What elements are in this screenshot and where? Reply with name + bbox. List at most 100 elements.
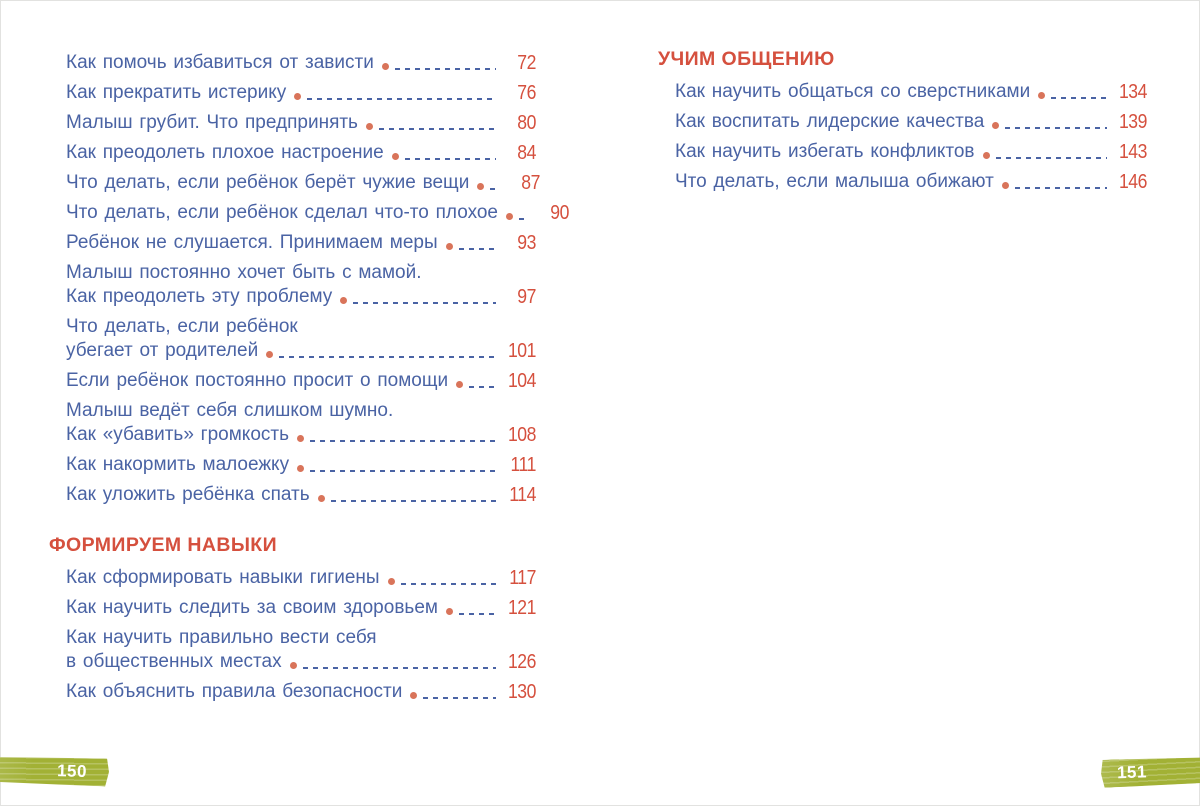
section-header: УЧИМ ОБЩЕНИЮ xyxy=(658,48,835,70)
toc-entry-line: убегает от родителей 101 xyxy=(66,339,536,363)
toc-page-number: 80 xyxy=(517,112,536,134)
toc-entry-line: Малыш постоянно хочет быть с мамой. xyxy=(66,261,536,285)
toc-entry-title: Как накормить малоежку xyxy=(66,454,290,475)
leader-dot-icon xyxy=(340,297,348,304)
leader-dot-icon xyxy=(317,495,325,502)
toc-entry-line: Как сформировать навыки гигиены 117 xyxy=(66,566,536,590)
toc-entry-line: Как преодолеть эту проблему 97 xyxy=(66,285,536,309)
toc-entry-title: Малыш постоянно хочет быть с мамой. xyxy=(66,262,422,283)
toc-entry-title: Как «убавить» громкость xyxy=(66,424,289,445)
toc-entry: Малыш грубит. Что предпринять 80 xyxy=(49,111,536,135)
toc-entry-title: Что делать, если малыша обижают xyxy=(675,171,994,192)
dotted-leader xyxy=(469,386,496,388)
toc-left-page: Как помочь избавиться от зависти 72 Как пр… xyxy=(49,51,569,710)
toc-entry-line: Что делать, если ребёнок сделал что-то п… xyxy=(66,201,569,225)
dotted-leader xyxy=(404,158,496,160)
dotted-leader xyxy=(995,157,1107,159)
leader-dot-icon xyxy=(506,213,514,220)
toc-section: УЧИМ ОБЩЕНИЮ Как научить общаться со свер… xyxy=(658,47,1147,194)
toc-page-number: 90 xyxy=(550,202,570,224)
toc-page-number: 114 xyxy=(509,484,536,506)
leader-dot-icon xyxy=(365,123,373,130)
toc-entry-line: Малыш ведёт себя слишком шумно. xyxy=(66,399,536,423)
dotted-leader xyxy=(1005,127,1107,129)
toc-section: ФОРМИРУЕМ НАВЫКИ Как сформировать навыки … xyxy=(49,533,536,704)
leader-dot-icon xyxy=(266,351,274,358)
toc-page-number: 104 xyxy=(507,370,536,392)
leader-dot-icon xyxy=(410,692,418,699)
leader-dot-icon xyxy=(992,122,1000,129)
dotted-leader xyxy=(1051,97,1107,99)
toc-entry: Как накормить малоежку 111 xyxy=(49,453,536,477)
page-number-label: 151 xyxy=(1116,762,1148,783)
toc-page-number: 139 xyxy=(1118,111,1147,133)
toc-page-number: 111 xyxy=(510,454,537,476)
dotted-leader xyxy=(279,356,496,358)
toc-entry-title: Ребёнок не слушается. Принимаем меры xyxy=(66,232,438,253)
toc-entry-line: Как прекратить истерику 76 xyxy=(66,81,536,105)
toc-page-number: 108 xyxy=(507,424,536,446)
toc-page-number: 101 xyxy=(507,340,536,362)
dotted-leader xyxy=(490,188,501,190)
toc-entry: Как сформировать навыки гигиены 117 xyxy=(49,566,536,590)
toc-entry-line: Как преодолеть плохое настроение 84 xyxy=(66,141,536,165)
toc-entry: Как прекратить истерику 76 xyxy=(49,81,536,105)
toc-entry-title: в общественных местах xyxy=(66,651,282,672)
toc-entry: Что делать, если ребёнок берёт чужие вещ… xyxy=(49,171,541,195)
toc-page-number: 121 xyxy=(507,597,536,619)
toc-entry: Что делать, если ребёнок убегает от родит… xyxy=(49,315,536,363)
toc-page-number: 146 xyxy=(1118,171,1147,193)
toc-entry: Как преодолеть плохое настроение 84 xyxy=(49,141,536,165)
toc-page-number: 76 xyxy=(517,82,536,104)
toc-page-number: 97 xyxy=(517,286,536,308)
toc-entry: Малыш постоянно хочет быть с мамой. Как п… xyxy=(49,261,536,309)
toc-entry-title: Что делать, если ребёнок xyxy=(66,316,298,337)
toc-entry-line: Как помочь избавиться от зависти 72 xyxy=(66,51,536,75)
toc-entry: Ребёнок не слушается. Принимаем меры 93 xyxy=(49,231,536,255)
toc-entry: Что делать, если ребёнок сделал что-то п… xyxy=(49,201,569,225)
toc-entry-title: Как объяснить правила безопасности xyxy=(66,681,403,702)
toc-entry: Как научить следить за своим здоровьем 12… xyxy=(49,596,536,620)
dotted-leader xyxy=(394,68,496,70)
toc-page-number: 117 xyxy=(509,567,536,589)
toc-entry: Как научить общаться со сверстниками 134 xyxy=(658,80,1147,104)
toc-entry-line: Что делать, если малыша обижают 146 xyxy=(675,170,1147,194)
toc-entry-line: Что делать, если ребёнок xyxy=(66,315,536,339)
leader-dot-icon xyxy=(1001,182,1009,189)
toc-entry: Как помочь избавиться от зависти 72 xyxy=(49,51,536,75)
toc-entry-line: Как уложить ребёнка спать 114 xyxy=(66,483,536,507)
toc-entry-line: Как научить избегать конфликтов 143 xyxy=(675,140,1147,164)
toc-entry: Если ребёнок постоянно просит о помощи 10… xyxy=(49,369,536,393)
dotted-leader xyxy=(1014,187,1107,189)
toc-entry-title: Как научить избегать конфликтов xyxy=(675,141,975,162)
toc-entry-title: Если ребёнок постоянно просит о помощи xyxy=(66,370,449,391)
toc-entry-title: Что делать, если ребёнок берёт чужие вещ… xyxy=(66,172,470,193)
toc-entry-title: Как научить правильно вести себя xyxy=(66,627,377,648)
toc-entry-title: Как помочь избавиться от зависти xyxy=(66,52,374,73)
page-number-label: 150 xyxy=(56,761,88,782)
toc-entry: Как объяснить правила безопасности 130 xyxy=(49,680,536,704)
toc-entry-title: Как сформировать навыки гигиены xyxy=(66,567,380,588)
toc-entry-title: убегает от родителей xyxy=(66,340,259,361)
dotted-leader xyxy=(519,218,530,220)
dotted-leader xyxy=(400,583,496,585)
toc-page-number: 87 xyxy=(521,172,541,194)
toc-entry: Что делать, если малыша обижают 146 xyxy=(658,170,1147,194)
toc-entry: Как воспитать лидерские качества 139 xyxy=(658,110,1147,134)
section-header: ФОРМИРУЕМ НАВЫКИ xyxy=(49,534,278,556)
toc-entry-line: Ребёнок не слушается. Принимаем меры 93 xyxy=(66,231,536,255)
toc-entry-line: Малыш грубит. Что предпринять 80 xyxy=(66,111,536,135)
toc-entry-title: Малыш ведёт себя слишком шумно. xyxy=(66,400,394,421)
toc-entry-line: Как научить правильно вести себя xyxy=(66,626,536,650)
toc-page-number: 126 xyxy=(507,651,536,673)
toc-entry-line: Если ребёнок постоянно просит о помощи 10… xyxy=(66,369,536,393)
toc-entry-title: Что делать, если ребёнок сделал что-то п… xyxy=(66,202,499,223)
dotted-leader xyxy=(310,470,496,472)
dotted-leader xyxy=(310,440,496,442)
leader-dot-icon xyxy=(445,608,453,615)
toc-entry-title: Малыш грубит. Что предпринять xyxy=(66,112,358,133)
leader-dot-icon xyxy=(445,243,453,250)
leader-dot-icon xyxy=(456,381,464,388)
toc-entry-line: Что делать, если ребёнок берёт чужие вещ… xyxy=(66,171,541,195)
